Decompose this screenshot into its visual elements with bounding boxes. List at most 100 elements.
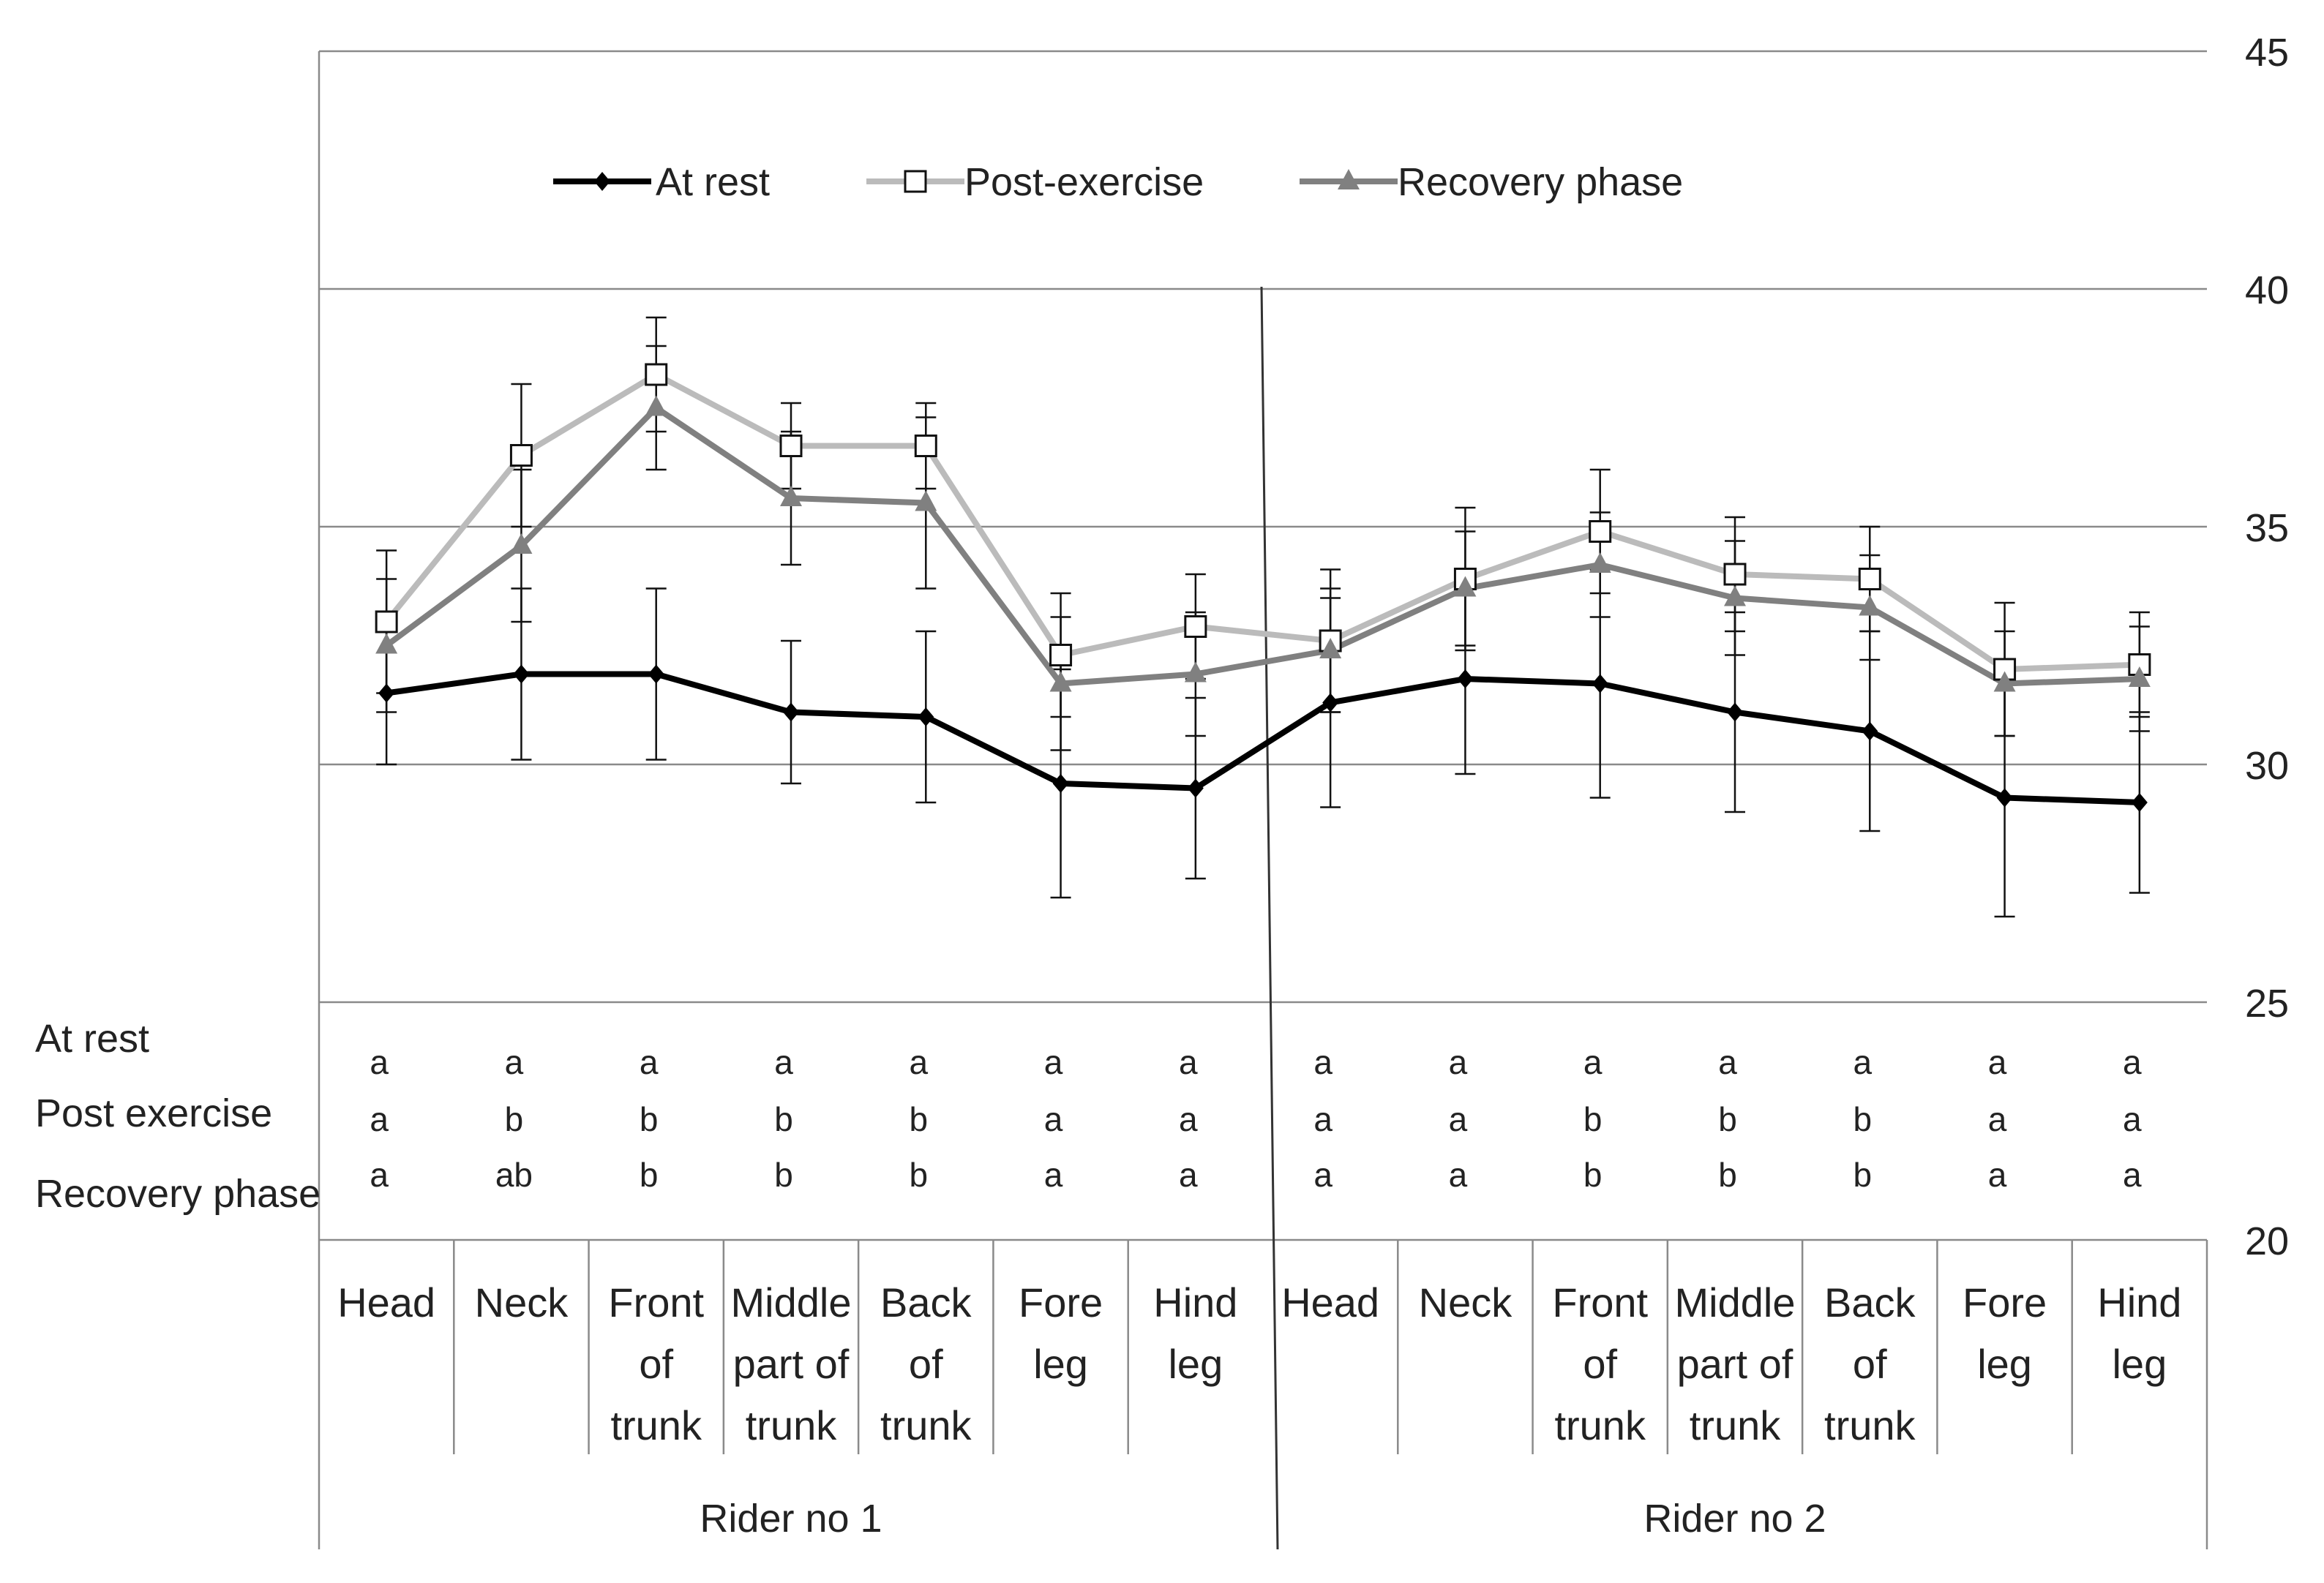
significance-letter: a — [1313, 1043, 1332, 1081]
legend-marker — [904, 170, 927, 193]
category-label: leg — [1168, 1341, 1223, 1387]
data-point — [1862, 721, 1878, 741]
chart-frame — [318, 51, 2208, 1550]
group-separator — [1260, 286, 1279, 1550]
series-line-post-exercise — [383, 372, 2140, 672]
category-label: trunk — [1690, 1402, 1781, 1448]
significance-letter: a — [1718, 1043, 1737, 1081]
significance-letter: a — [1853, 1043, 1872, 1081]
data-point — [1319, 638, 1342, 658]
significance-letter: a — [1449, 1043, 1468, 1081]
data-point — [1322, 693, 1339, 712]
category-label: trunk — [1554, 1402, 1646, 1448]
data-point — [779, 435, 803, 457]
legend-item: Recovery phase — [1300, 160, 1683, 204]
category-label: trunk — [1824, 1402, 1916, 1448]
significance-letter: a — [2123, 1043, 2142, 1081]
category-label: trunk — [746, 1402, 837, 1448]
category-label: Fore — [1963, 1279, 2047, 1326]
category-label: Back — [1824, 1279, 1916, 1326]
data-point — [1187, 778, 1204, 798]
category-label: Neck — [475, 1279, 569, 1326]
significance-letter: a — [370, 1100, 389, 1138]
category-label: part of — [1677, 1341, 1793, 1387]
significance-letter: a — [2123, 1156, 2142, 1194]
series-markers — [375, 363, 2151, 812]
data-point — [1589, 552, 1611, 573]
y-tick-label: 40 — [2245, 268, 2289, 312]
category-label: of — [1583, 1341, 1617, 1387]
data-point — [1996, 788, 2013, 808]
legend-marker — [594, 172, 610, 191]
significance-letter: b — [640, 1100, 659, 1138]
significance-letter: a — [1988, 1043, 2007, 1081]
data-point — [509, 444, 533, 467]
significance-letter: a — [909, 1043, 928, 1081]
significance-letter: a — [1179, 1043, 1198, 1081]
data-point — [375, 610, 398, 633]
category-label: of — [639, 1341, 673, 1387]
category-label: Fore — [1019, 1279, 1103, 1326]
data-point — [645, 363, 668, 386]
data-point — [1454, 576, 1477, 597]
significance-letter: a — [370, 1156, 389, 1194]
significance-letter: a — [1313, 1156, 1332, 1194]
significance-letter: b — [774, 1100, 793, 1138]
significance-letter: a — [505, 1043, 524, 1081]
significance-letter: a — [1044, 1100, 1063, 1138]
category-label: part of — [733, 1341, 850, 1387]
significance-letter: b — [505, 1100, 524, 1138]
data-point — [513, 664, 530, 684]
significance-letter: a — [1179, 1100, 1198, 1138]
data-point — [1049, 644, 1073, 666]
data-point — [1052, 774, 1069, 793]
category-label: leg — [1977, 1341, 2032, 1387]
category-label: Head — [337, 1279, 435, 1326]
significance-row-label: Recovery phase — [35, 1172, 321, 1216]
significance-row-label: Post exercise — [35, 1091, 272, 1135]
y-tick-label: 45 — [2245, 31, 2289, 75]
category-axis: Head Neck Front of trunk Middle part of trunk Ba… — [337, 1240, 2181, 1541]
category-label: trunk — [610, 1402, 702, 1448]
y-tick-label: 20 — [2245, 1219, 2289, 1263]
significance-letter: a — [370, 1043, 389, 1081]
data-point — [1589, 520, 1612, 543]
significance-letter: a — [1044, 1156, 1063, 1194]
significance-letter: b — [1853, 1156, 1872, 1194]
significance-letter: a — [1179, 1156, 1198, 1194]
category-label: Hind — [1153, 1279, 1237, 1326]
data-point — [783, 702, 799, 722]
data-point — [2131, 793, 2148, 812]
significance-letter: a — [2123, 1100, 2142, 1138]
y-tick-label: 30 — [2245, 744, 2289, 788]
data-point — [1457, 669, 1474, 688]
significance-letter: a — [1449, 1156, 1468, 1194]
data-point — [510, 533, 533, 554]
y-axis-ticks: 45 40 35 30 25 20 — [2245, 31, 2289, 1263]
significance-letter: b — [909, 1156, 928, 1194]
significance-letter: a — [1583, 1043, 1603, 1081]
data-point — [2128, 666, 2151, 687]
data-point — [645, 395, 667, 416]
data-point — [1858, 568, 1881, 590]
significance-letter: a — [1988, 1156, 2007, 1194]
legend-item: Post-exercise — [866, 160, 1204, 204]
series-line-recovery-phase — [384, 405, 2140, 687]
data-point — [378, 683, 395, 703]
data-point — [1859, 595, 1881, 616]
gridlines — [319, 50, 2207, 1241]
significance-letter: b — [1583, 1100, 1603, 1138]
category-label: Front — [1552, 1279, 1648, 1326]
category-label: leg — [2112, 1341, 2167, 1387]
group-label: Rider no 1 — [700, 1497, 882, 1541]
significance-letter: ab — [495, 1156, 533, 1194]
category-label: leg — [1033, 1341, 1088, 1387]
significance-letter: b — [1718, 1156, 1737, 1194]
significance-letter: a — [1313, 1100, 1332, 1138]
data-point — [1592, 674, 1608, 693]
data-point — [780, 486, 802, 506]
data-point — [915, 490, 937, 511]
significance-letter: b — [1718, 1100, 1737, 1138]
